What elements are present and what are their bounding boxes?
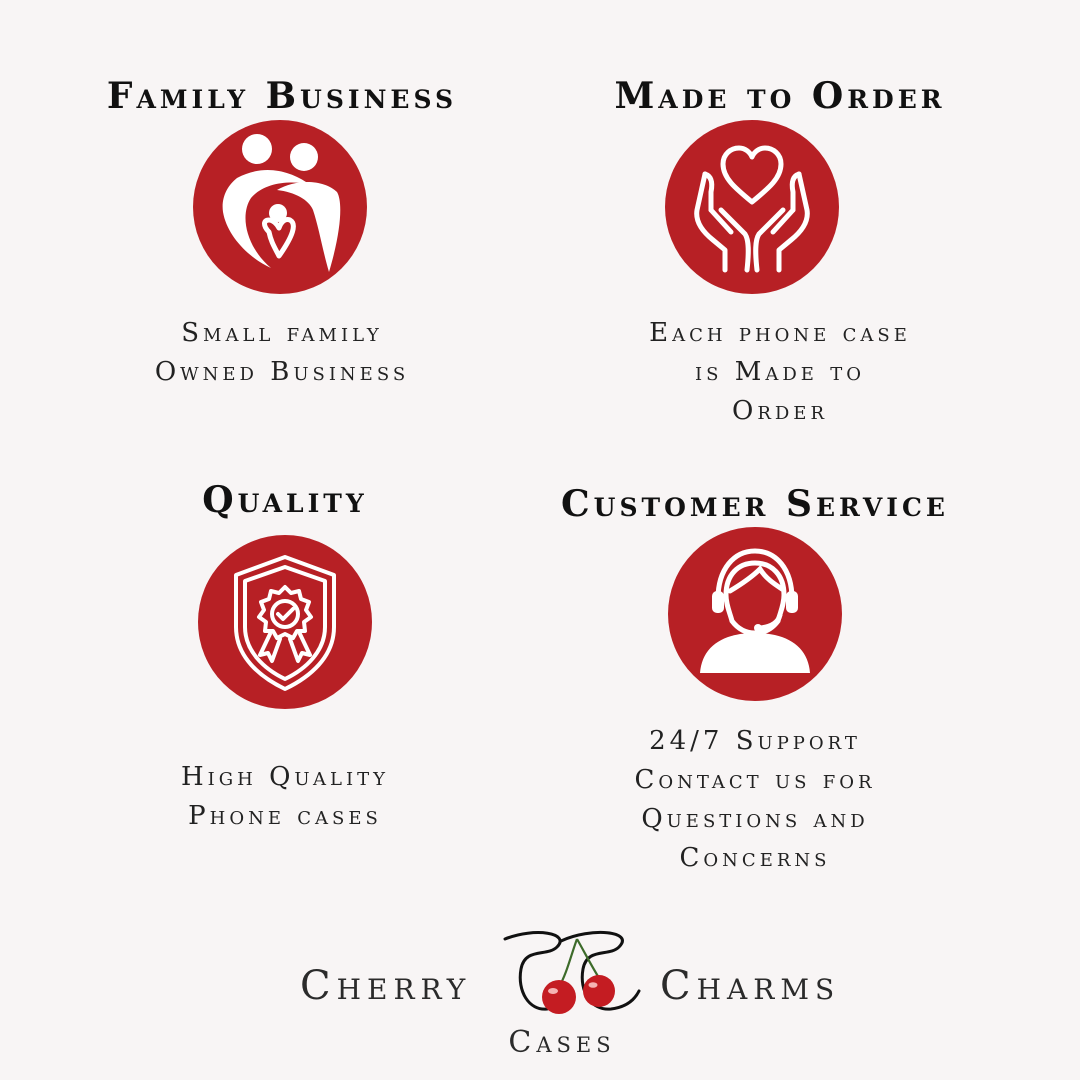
description-line: is Made to	[695, 357, 865, 387]
feature-title: Made to Order	[614, 75, 946, 117]
feature-description: 24/7 Support Contact us for Questions an…	[485, 722, 1025, 878]
logo-sub-word: Cases	[508, 1025, 616, 1060]
description-line: Phone cases	[188, 801, 382, 831]
description-line: Questions and	[641, 804, 869, 834]
description-line: Owned Business	[154, 357, 410, 387]
feature-description: High Quality Phone cases	[15, 758, 555, 836]
logo-right-word: Charms	[660, 963, 841, 1009]
quality-shield-icon	[198, 535, 372, 709]
description-line: Contact us for	[634, 765, 876, 795]
description-line: Concerns	[679, 843, 831, 873]
cherry-monogram-icon	[503, 930, 641, 1014]
heart-hands-icon	[665, 120, 839, 294]
feature-description: Each phone case is Made to Order	[510, 314, 1050, 431]
family-icon	[193, 120, 367, 294]
feature-title: Customer Service	[561, 483, 949, 525]
feature-title: Quality	[202, 479, 368, 521]
logo-left-word: Cherry	[300, 963, 472, 1009]
feature-description: Small family Owned Business	[12, 314, 552, 392]
description-line: 24/7 Support	[649, 726, 861, 756]
description-line: Small family	[181, 318, 383, 348]
headset-agent-icon	[668, 527, 842, 701]
description-line: Each phone case	[649, 318, 911, 348]
feature-title: Family Business	[106, 75, 458, 117]
description-line: Order	[732, 396, 828, 426]
brand-logo: Cherry Charms Cases	[0, 925, 1080, 1075]
description-line: High Quality	[180, 762, 389, 792]
